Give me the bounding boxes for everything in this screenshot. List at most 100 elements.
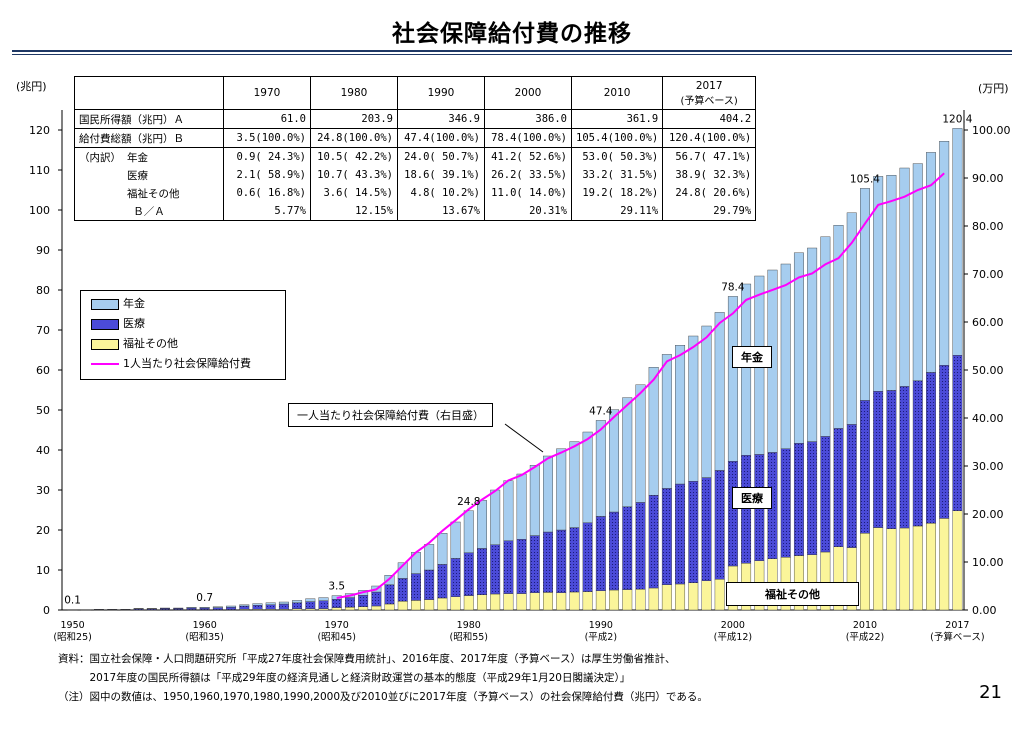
title-underline [12, 50, 1012, 52]
bar-pension [860, 188, 870, 401]
table-cell: 4.8( 10.2%) [397, 184, 485, 202]
source-notes: 資料：国立社会保障・人口問題研究所「平成27年度社会保障費用統計」、2016年度… [58, 650, 708, 707]
table-header: 1970 [223, 76, 311, 110]
table-cell: 18.6( 39.1%) [397, 166, 485, 184]
bar-pension [886, 174, 897, 391]
x-year-label: 1970 [325, 620, 349, 631]
bar-welfare [886, 528, 897, 611]
table-cell: 26.2( 33.5%) [484, 166, 572, 184]
bar-pension [609, 409, 619, 513]
bar-welfare [609, 589, 619, 611]
row-label-text: 年金 [127, 151, 148, 164]
table-header-2017: 2017 (予算ベース) [662, 76, 757, 110]
bar-welfare [622, 589, 633, 611]
table-cell: 346.9 [397, 109, 485, 129]
left-tick-label: 20 [36, 524, 50, 537]
x-era-label: (平成22) [846, 631, 885, 643]
bar-pension [648, 367, 659, 496]
bar-welfare [569, 591, 580, 611]
bar-medical [860, 400, 870, 534]
row-label: 福祉その他 [74, 184, 224, 202]
bar-pension [939, 140, 950, 366]
left-tick-label: 60 [36, 364, 50, 377]
bar-pension [186, 607, 197, 609]
page-number: 21 [979, 682, 1002, 703]
bar-medical [780, 448, 791, 558]
table-header-sub: (予算ベース) [680, 95, 738, 107]
table-cell: 386.0 [484, 109, 572, 129]
bar-welfare [899, 527, 910, 611]
table-cell: 203.9 [310, 109, 398, 129]
table-cell: 10.7( 43.3%) [310, 166, 398, 184]
x-year-label: 1950 [61, 620, 85, 631]
callout-leader [504, 423, 544, 453]
table-cell: 38.9( 32.3%) [662, 166, 757, 184]
per-capita-line [336, 172, 945, 599]
legend-item-welfare: 福祉その他 [91, 336, 178, 352]
bar-medical [675, 483, 686, 585]
bar-pension [463, 510, 474, 553]
value-label: 3.5 [328, 581, 345, 593]
bar-welfare [543, 592, 553, 611]
bar-medical [278, 603, 289, 610]
right-tick-label: 90.00 [972, 172, 1004, 185]
bar-pension [741, 283, 752, 456]
bar-pension [437, 533, 448, 565]
bar-medical [331, 599, 342, 608]
table-cell: 10.5( 42.2%) [310, 147, 398, 166]
bar-pension [873, 176, 884, 392]
bar-medical [516, 539, 527, 594]
bar-medical [543, 531, 553, 593]
bar-pension [199, 607, 210, 609]
table-header-year: 2017 [695, 79, 723, 92]
legend-label: 福祉その他 [123, 337, 178, 350]
x-year-label: 2017 [945, 620, 969, 631]
legend-swatch [91, 298, 119, 310]
table-cell: 11.0( 14.0%) [484, 184, 572, 202]
bar-medical [952, 355, 963, 512]
table-row: （内訳） 年金 0.9( 24.3%) 10.5( 42.2%) 24.0( 50… [74, 147, 757, 166]
value-label: 120.4 [942, 113, 972, 125]
row-label-text: 医療 [127, 169, 148, 182]
row-label: （内訳） 年金 [74, 147, 224, 166]
bar-medical [305, 601, 316, 609]
bar-medical [556, 529, 567, 593]
bar-pension [661, 354, 672, 489]
bar-welfare [952, 510, 963, 611]
bar-medical [384, 584, 395, 605]
bar-pension [265, 602, 276, 605]
bar-pension [582, 431, 593, 524]
table-cell: 78.4(100.0%) [484, 128, 572, 148]
bar-medical [463, 552, 474, 596]
bar-welfare [450, 596, 461, 611]
table-cell: 33.2( 31.5%) [570, 166, 664, 184]
bar-pension [424, 544, 435, 571]
bar-welfare [648, 587, 659, 611]
legend-label: 年金 [123, 297, 145, 310]
bar-pension [807, 247, 818, 442]
value-label: 24.8 [457, 496, 480, 508]
bar-medical [424, 569, 435, 600]
bar-medical [635, 502, 646, 590]
bar-medical [450, 558, 461, 598]
bar-welfare [661, 584, 672, 611]
bar-welfare [490, 593, 501, 611]
bar-welfare [714, 579, 725, 611]
left-tick-label: 30 [36, 484, 50, 497]
table-row: 福祉その他 0.6( 16.8%) 3.6( 14.5%) 4.8( 10.2%… [74, 184, 757, 202]
bar-pension [635, 384, 646, 503]
right-tick-label: 80.00 [972, 220, 1004, 233]
bar-welfare [397, 601, 408, 611]
bar-medical [397, 578, 408, 602]
bar-medical [741, 455, 752, 564]
bar-pension [688, 335, 699, 482]
per-capita-callout: 一人当たり社会保障給付費（右目盛） [288, 403, 493, 427]
bar-pension [252, 603, 263, 606]
table-cell: 61.0 [223, 109, 311, 129]
table-row: 給付費総額（兆円）Ｂ 3.5(100.0%) 24.8(100.0%) 47.4… [74, 128, 757, 148]
row-label-text: 福祉その他 [127, 187, 180, 200]
bar-welfare [384, 603, 395, 611]
bar-medical [503, 540, 514, 594]
bar-pension [820, 236, 831, 437]
left-tick-label: 110 [29, 164, 50, 177]
